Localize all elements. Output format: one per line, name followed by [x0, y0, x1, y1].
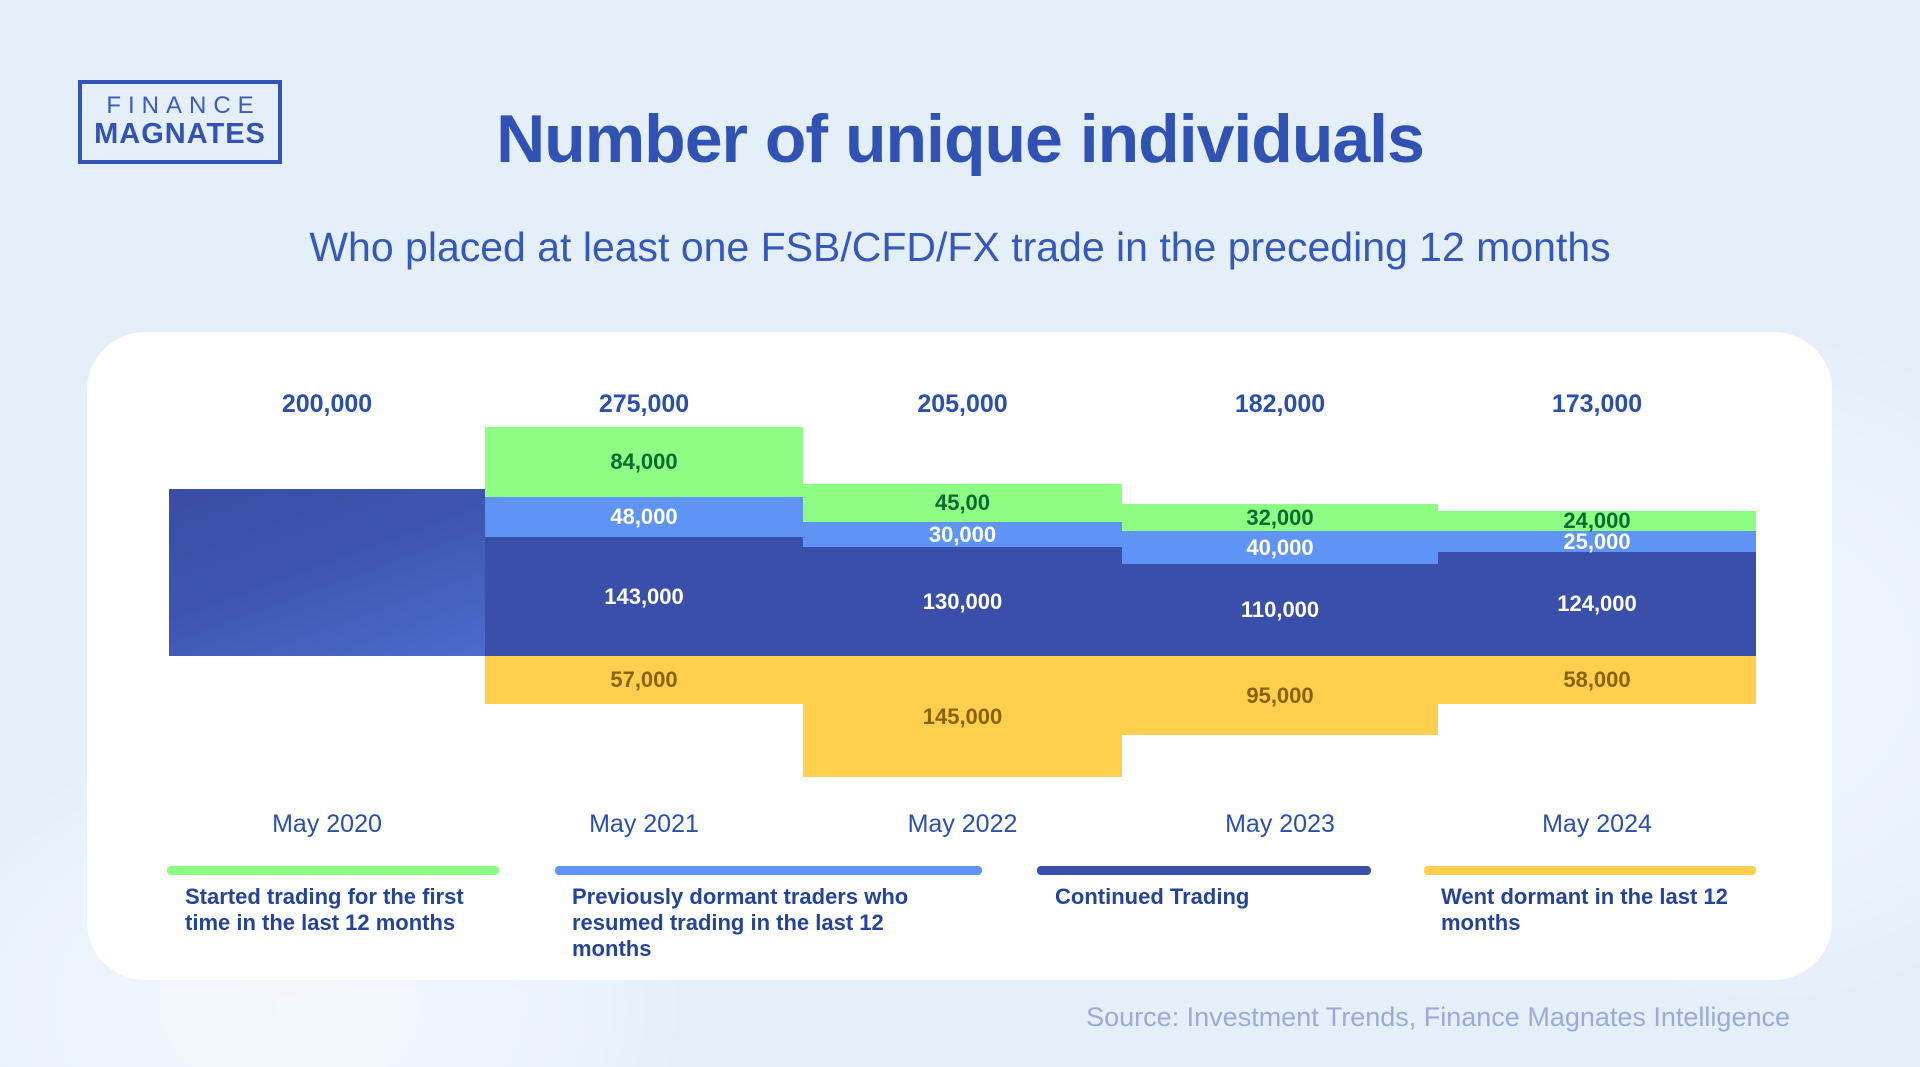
- bar-segment-dormant: 95,000: [1122, 656, 1438, 735]
- segment-value-label: 110,000: [1240, 597, 1320, 622]
- bar-segment-continued: [169, 489, 485, 656]
- segment-value-label: 145,000: [922, 703, 1003, 729]
- segment-value-label: 24,000: [1563, 508, 1631, 533]
- bar-segment-new: 45,00: [803, 484, 1122, 522]
- segment-value-label: 25,000: [1563, 528, 1631, 554]
- bar-segment-new: 24,000: [1438, 508, 1756, 533]
- logo-text-finance: FINANCE: [106, 91, 261, 119]
- bar-segment-resumed: 25,000: [1438, 528, 1756, 554]
- finance-magnates-logo: FINANCE MAGNATES: [78, 80, 282, 164]
- chart-area: 200,000 May 2020 275,000 May 2021 143,000 48,…: [87, 332, 1832, 980]
- legend-label-continued: Continued Trading: [1055, 884, 1250, 909]
- column-total-label: 275,000: [598, 390, 690, 418]
- column-total-label: 205,000: [917, 390, 1008, 418]
- legend-label-dormant: Went dormant in the last 12 months: [1441, 884, 1728, 935]
- legend-label-new: Started trading for the first time in th…: [185, 884, 464, 935]
- column-total-label: 182,000: [1234, 390, 1326, 418]
- month-label: May 2024: [1542, 810, 1652, 838]
- month-label: May 2023: [1225, 810, 1335, 838]
- segment-value-label: 57,000: [610, 667, 678, 692]
- bar-segment-new: 32,000: [1122, 504, 1438, 531]
- legend-line-continued: [1037, 866, 1371, 875]
- bar-segment-resumed: 48,000: [485, 497, 803, 537]
- bar-segment-resumed: 30,000: [803, 522, 1122, 547]
- chart-card: 200,000 May 2020 275,000 May 2021 143,000 48,…: [87, 332, 1832, 980]
- legend-line-new: [167, 866, 499, 875]
- segment-value-label: 124,000: [1557, 591, 1637, 616]
- month-label: May 2021: [589, 810, 699, 838]
- segment-value-label: 40,000: [1246, 534, 1314, 560]
- bar-segment-continued: 124,000: [1438, 552, 1756, 656]
- month-label: May 2022: [907, 810, 1018, 838]
- page-title: Number of unique individuals: [496, 101, 1425, 177]
- segment-value-label: 130,000: [922, 588, 1003, 614]
- bar-segment-dormant: 145,000: [803, 656, 1122, 777]
- month-label: May 2020: [272, 810, 382, 838]
- bar-segment-continued: 143,000: [485, 537, 803, 656]
- bar-segment-continued: 130,000: [803, 547, 1122, 656]
- bar-segment-continued: 110,000: [1122, 564, 1438, 656]
- segment-value-label: 95,000: [1246, 682, 1314, 708]
- segment-value-label: 45,00: [934, 490, 991, 515]
- bar-segment-dormant: 58,000: [1438, 656, 1756, 704]
- segment-value-label: 30,000: [928, 521, 997, 547]
- column-total-label: 200,000: [281, 390, 373, 418]
- segment-value-label: 58,000: [1563, 667, 1631, 692]
- page-subtitle: Who placed at least one FSB/CFD/FX trade…: [309, 224, 1611, 270]
- segment-value-label: 32,000: [1246, 504, 1314, 530]
- bar-segment-resumed: 40,000: [1122, 531, 1438, 564]
- segment-value-label: 143,000: [604, 583, 684, 609]
- segment-value-label: 48,000: [610, 504, 678, 529]
- source-text: Source: Investment Trends, Finance Magna…: [1086, 1002, 1790, 1032]
- bar-segment-dormant: 57,000: [485, 656, 803, 704]
- segment-value-label: 84,000: [610, 449, 678, 474]
- bar-segment-new: 84,000: [485, 427, 803, 497]
- legend-line-dormant: [1424, 866, 1756, 875]
- logo-text-magnates: MAGNATES: [94, 118, 266, 151]
- legend-line-resumed: [555, 866, 982, 875]
- legend-label-resumed: Previously dormant traders who resumed t…: [572, 884, 909, 961]
- column-total-label: 173,000: [1551, 390, 1643, 418]
